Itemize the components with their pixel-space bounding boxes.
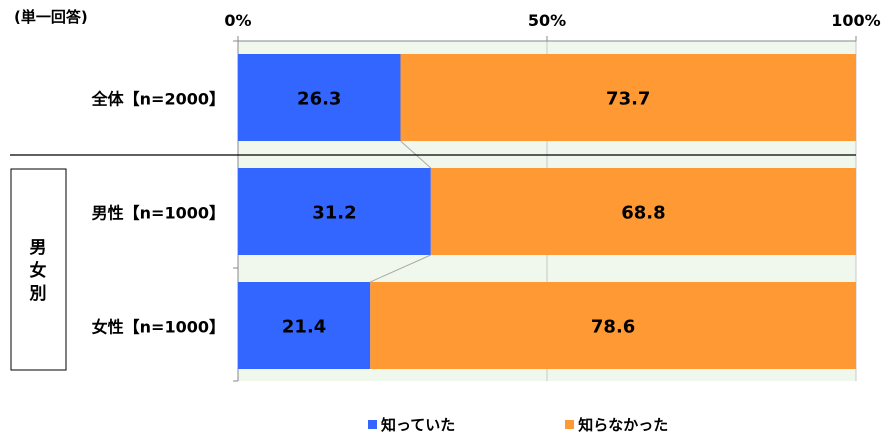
series-connector-line xyxy=(370,254,432,283)
bar-did-not-know xyxy=(370,282,856,369)
data-label: 73.7 xyxy=(606,89,650,110)
data-label: 68.8 xyxy=(621,203,665,224)
bar-knew xyxy=(238,54,401,141)
group-label-char: 女 xyxy=(30,260,47,281)
group-label-char: 別 xyxy=(29,284,47,304)
legend: 知っていた 知らなかった xyxy=(368,414,668,435)
x-tick-label: 50% xyxy=(528,11,566,30)
plot-area: 0% 50% 100% 26.3 73.7 全体【n=2000】 31.2 68.8 男性【n=… xyxy=(10,11,881,382)
legend-swatch-knew xyxy=(368,420,377,429)
bar-did-not-know xyxy=(400,54,856,141)
category-label: 男性【n=1000】 xyxy=(92,204,225,223)
legend-label-did-not-know: 知らなかった xyxy=(578,416,669,434)
group-label-char: 男 xyxy=(30,238,47,258)
legend-item-did-not-know: 知らなかった xyxy=(565,414,668,435)
category-label: 全体【n=2000】 xyxy=(91,90,225,109)
x-tick-label: 0% xyxy=(224,11,251,30)
group-label-box xyxy=(10,168,67,371)
note-label: (単一回答) xyxy=(14,8,88,26)
data-label: 31.2 xyxy=(312,203,356,224)
category-label: 女性【n=1000】 xyxy=(92,318,225,337)
bar-knew xyxy=(238,282,371,369)
bar-did-not-know xyxy=(430,168,856,255)
legend-item-knew: 知っていた xyxy=(368,414,455,435)
data-label: 26.3 xyxy=(297,89,341,110)
bar-knew xyxy=(238,168,431,255)
legend-swatch-did-not-know xyxy=(565,420,575,429)
legend-label-knew: 知っていた xyxy=(381,416,456,434)
x-tick-label: 100% xyxy=(831,11,880,30)
data-label: 21.4 xyxy=(282,317,326,338)
data-label: 78.6 xyxy=(591,317,635,338)
